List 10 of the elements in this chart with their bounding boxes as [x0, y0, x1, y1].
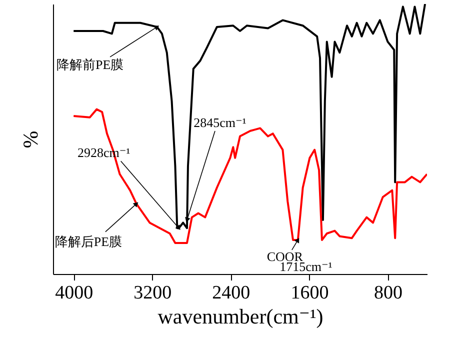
x-tick-label: 1600 — [290, 282, 329, 304]
x-tick-label: 2400 — [212, 282, 250, 304]
legend-label: 降解后PE膜 — [54, 234, 122, 249]
x-tick-label: 4000 — [55, 282, 94, 304]
legend-label: 降解前PE膜 — [56, 56, 124, 72]
y-axis-title: % — [18, 130, 42, 148]
x-tick-label: 800 — [374, 282, 402, 304]
annotation: 2845cm⁻¹ — [194, 115, 246, 130]
x-tick-label: 3200 — [134, 282, 172, 304]
x-axis-title: wavenumber(cm⁻¹) — [158, 304, 324, 328]
